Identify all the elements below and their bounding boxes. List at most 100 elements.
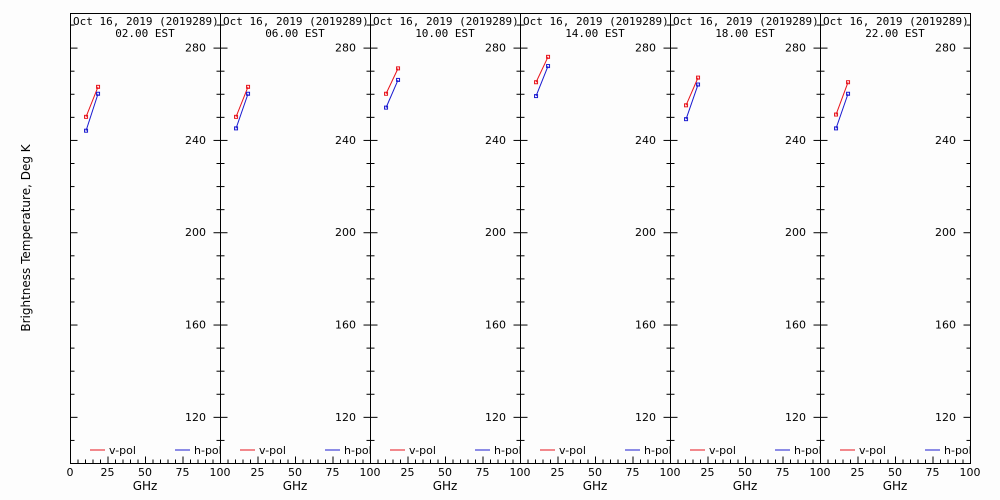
x-tick-label: 50 <box>438 466 452 479</box>
data-point-h-pol <box>396 77 401 82</box>
y-tick-label: 280 <box>335 42 356 55</box>
panel-subtitle: 22.00 EST <box>865 27 925 40</box>
legend-label-h-pol: h-pol <box>644 444 672 457</box>
legend-label-v-pol: v-pol <box>559 444 586 457</box>
x-tick-label: 0 <box>67 466 74 479</box>
panel-title: Oct 16, 2019 (2019289) <box>73 15 219 28</box>
x-tick-label: 100 <box>660 466 681 479</box>
data-point-v-pol <box>84 114 89 119</box>
x-tick-label: 75 <box>176 466 190 479</box>
data-point-h-pol <box>684 117 689 122</box>
y-tick-label: 200 <box>635 226 656 239</box>
data-point-h-pol <box>84 128 89 133</box>
y-tick-label: 120 <box>935 411 956 424</box>
y-tick-label: 160 <box>485 319 506 332</box>
y-tick-label: 120 <box>335 411 356 424</box>
data-point-v-pol <box>834 112 839 117</box>
legend-label-v-pol: v-pol <box>259 444 286 457</box>
x-tick-label: 50 <box>738 466 752 479</box>
x-axis-label: GHz <box>883 479 908 493</box>
series-line-v-pol <box>835 82 849 115</box>
x-axis-label: GHz <box>283 479 308 493</box>
series-line-v-pol <box>535 56 549 83</box>
data-point-v-pol <box>246 84 251 89</box>
data-point-h-pol <box>384 105 389 110</box>
data-point-v-pol <box>384 91 389 96</box>
y-tick-label: 120 <box>185 411 206 424</box>
panel-4: Oct 16, 2019 (2019289)18.00 EST 120 160 200… <box>670 13 831 493</box>
y-tick-label: 280 <box>485 42 506 55</box>
series-line-h-pol <box>535 65 549 97</box>
panel-title: Oct 16, 2019 (2019289) <box>523 15 669 28</box>
y-tick-label: 200 <box>785 226 806 239</box>
x-tick-label: 75 <box>476 466 490 479</box>
x-tick-label: 25 <box>101 466 115 479</box>
legend-label-h-pol: h-pol <box>794 444 822 457</box>
y-tick-label: 160 <box>935 319 956 332</box>
x-tick-label: 75 <box>926 466 940 479</box>
panel-0: Oct 16, 2019 (2019289)02.00 EST 120 160 200… <box>67 13 231 493</box>
y-tick-label: 120 <box>785 411 806 424</box>
x-axis-label: GHz <box>733 479 758 493</box>
x-tick-label: 100 <box>210 466 231 479</box>
legend-label-h-pol: h-pol <box>344 444 372 457</box>
data-point-h-pol <box>834 126 839 131</box>
x-axis-label: GHz <box>133 479 158 493</box>
x-tick-label: 25 <box>701 466 715 479</box>
panel-title: Oct 16, 2019 (2019289) <box>673 15 819 28</box>
series-line-h-pol <box>235 93 249 129</box>
y-tick-label: 240 <box>335 134 356 147</box>
y-tick-label: 240 <box>935 134 956 147</box>
panel-subtitle: 18.00 EST <box>715 27 775 40</box>
data-point-h-pol <box>534 94 539 99</box>
data-point-h-pol <box>234 126 239 131</box>
x-axis-label: GHz <box>583 479 608 493</box>
panel-title: Oct 16, 2019 (2019289) <box>823 15 969 28</box>
x-tick-label: 100 <box>510 466 531 479</box>
x-tick-label: 50 <box>288 466 302 479</box>
data-point-h-pol <box>246 91 251 96</box>
x-tick-label: 25 <box>251 466 265 479</box>
x-tick-label: 75 <box>776 466 790 479</box>
x-tick-label: 75 <box>326 466 340 479</box>
series-line-h-pol <box>835 93 849 129</box>
data-point-h-pol <box>696 82 701 87</box>
y-tick-label: 160 <box>335 319 356 332</box>
panel-title: Oct 16, 2019 (2019289) <box>373 15 519 28</box>
legend-label-v-pol: v-pol <box>409 444 436 457</box>
x-tick-label: 25 <box>851 466 865 479</box>
legend-label-v-pol: v-pol <box>709 444 736 457</box>
y-tick-label: 200 <box>935 226 956 239</box>
data-point-h-pol <box>96 91 101 96</box>
panel-subtitle: 14.00 EST <box>565 27 625 40</box>
y-tick-label: 120 <box>635 411 656 424</box>
x-tick-label: 50 <box>588 466 602 479</box>
panel-2: Oct 16, 2019 (2019289)10.00 EST 120 160 200… <box>370 13 531 493</box>
y-axis-label: Brightness Temperature, Deg K <box>19 143 33 331</box>
data-point-h-pol <box>846 91 851 96</box>
panel-5: Oct 16, 2019 (2019289)22.00 EST 120 160 200… <box>820 13 981 493</box>
data-point-h-pol <box>546 64 551 69</box>
y-tick-label: 280 <box>935 42 956 55</box>
data-point-v-pol <box>396 66 401 71</box>
x-tick-label: 100 <box>360 466 381 479</box>
series-line-v-pol <box>685 77 699 106</box>
legend-label-v-pol: v-pol <box>109 444 136 457</box>
y-tick-label: 200 <box>185 226 206 239</box>
legend-label-v-pol: v-pol <box>859 444 886 457</box>
x-tick-label: 50 <box>888 466 902 479</box>
y-tick-label: 280 <box>785 42 806 55</box>
x-tick-label: 50 <box>138 466 152 479</box>
y-tick-label: 120 <box>485 411 506 424</box>
y-tick-label: 160 <box>185 319 206 332</box>
y-tick-label: 240 <box>485 134 506 147</box>
x-tick-label: 75 <box>626 466 640 479</box>
data-point-v-pol <box>96 84 101 89</box>
panel-subtitle: 06.00 EST <box>265 27 325 40</box>
y-tick-label: 240 <box>635 134 656 147</box>
data-point-v-pol <box>696 75 701 80</box>
x-tick-label: 100 <box>960 466 981 479</box>
data-point-v-pol <box>846 80 851 85</box>
